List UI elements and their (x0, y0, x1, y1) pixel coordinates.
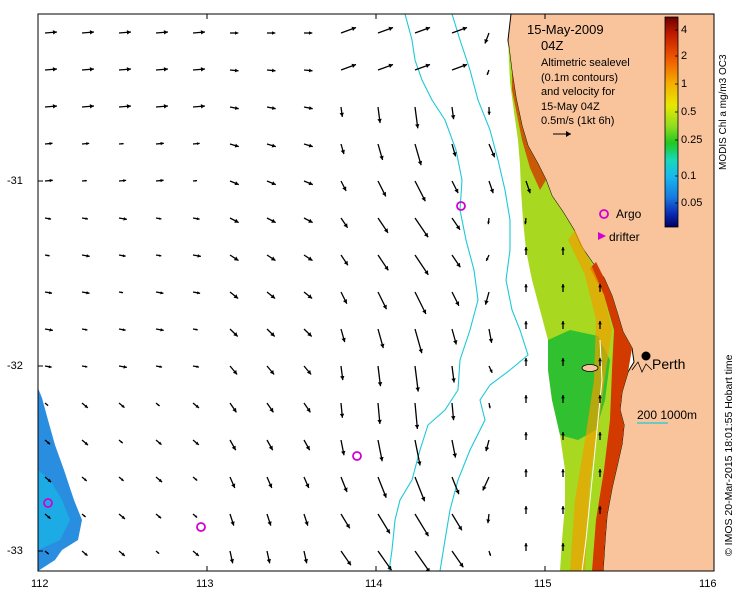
velocity-arrow-head (201, 104, 205, 108)
velocity-arrow-head (417, 461, 421, 465)
description-line-3: and velocity for (541, 85, 666, 100)
velocity-arrow-head (487, 112, 491, 115)
velocity-arrow-head (524, 543, 528, 546)
velocity-arrow-head (451, 416, 455, 420)
velocity-arrow-head (304, 559, 308, 563)
velocity-arrow-head (53, 30, 57, 34)
velocity-arrow-head (524, 284, 528, 287)
colorbar-label-0.5: 0.5 (681, 106, 696, 118)
velocity-arrow-head (161, 142, 164, 145)
argo-legend-label: Argo (616, 207, 641, 221)
velocity-arrow-head (272, 31, 275, 35)
velocity-arrow-head (524, 469, 528, 472)
velocity-arrow-head (235, 69, 239, 73)
colorbar-label-1: 1 (681, 78, 687, 90)
velocity-arrow-head (127, 30, 131, 34)
velocity-arrow-head (415, 425, 419, 429)
y-label-32: -32 (7, 360, 23, 372)
colorbar-label-0.25: 0.25 (681, 134, 702, 146)
velocity-arrow-head (487, 222, 490, 225)
velocity-arrow-head (524, 506, 528, 509)
description-line-2: (0.1m contours) (541, 71, 666, 86)
y-label-33: -33 (7, 545, 23, 557)
velocity-arrow-head (164, 67, 168, 71)
velocity-arrow-head (453, 453, 457, 457)
x-label-112: 112 (31, 578, 49, 590)
drifter-legend-label: drifter (609, 230, 640, 244)
velocity-arrow-head (53, 67, 57, 71)
velocity-arrow-head (90, 104, 94, 108)
x-label-113: 113 (196, 578, 214, 590)
description-line-4: 15-May 04Z (541, 100, 666, 115)
velocity-arrow-head (127, 104, 131, 108)
velocity-arrow-head (486, 519, 490, 523)
colorbar-label-0.05: 0.05 (681, 197, 702, 209)
velocity-arrow-head (524, 321, 528, 324)
x-label-115: 115 (534, 578, 552, 590)
velocity-arrow-head (230, 559, 234, 563)
perth-label: Perth (652, 356, 685, 372)
velocity-arrow-head (561, 469, 565, 472)
velocity-arrow-head (164, 30, 168, 34)
velocity-arrow-head (201, 30, 205, 34)
velocity-arrow-head (309, 31, 312, 35)
velocity-arrow-head (235, 31, 238, 35)
velocity-arrow-head (50, 179, 53, 182)
velocity-arrow-head (377, 420, 381, 424)
colorbar-label-4: 4 (681, 24, 687, 36)
map-date: 15-May-2009 (527, 22, 667, 38)
perth-marker (642, 352, 651, 361)
velocity-arrow-head (524, 358, 528, 361)
velocity-arrow-head (160, 179, 163, 182)
y-label-31: -31 (7, 175, 23, 187)
velocity-arrow-head (267, 559, 271, 563)
velocity-arrow-head (340, 414, 344, 418)
velocity-arrow-head (53, 104, 57, 108)
colorbar-label-0.1: 0.1 (681, 170, 696, 182)
velocity-arrow-head (90, 30, 94, 34)
colorbar (665, 17, 678, 227)
velocity-arrow-head (86, 142, 89, 145)
rottnest-island (582, 365, 598, 372)
velocity-arrow-head (123, 179, 126, 182)
velocity-arrow-head (164, 104, 168, 108)
argo-float-3 (197, 523, 205, 531)
velocity-arrow-head (201, 67, 205, 71)
velocity-arrow-head (561, 506, 565, 509)
colorbar-title: MODIS Chl a mg/m3 OC3 (718, 54, 729, 170)
velocity-arrow-head (127, 67, 131, 71)
argo-float-2 (353, 452, 361, 460)
description-line-5: 0.5m/s (1kt 6h) (541, 114, 666, 129)
colorbar-label-2: 2 (681, 50, 687, 62)
velocity-arrow-head (524, 432, 528, 435)
x-label-114: 114 (365, 578, 383, 590)
velocity-arrow-head (272, 69, 276, 73)
imos-credit: © IMOS 20-Mar-2015 18:01:55 Hobart time (723, 355, 735, 557)
bathymetry-1000m-contour (389, 14, 478, 571)
velocity-arrow-head (309, 69, 313, 73)
map-time: 04Z (541, 38, 563, 53)
description-line-1: Altimetric sealevel (541, 56, 666, 71)
contour-legend-label: 200 1000m (637, 408, 697, 422)
velocity-arrow-head (90, 67, 94, 71)
map-description: Altimetric sealevel (0.1m contours) and … (541, 56, 666, 129)
velocity-arrow-head (197, 142, 200, 145)
velocity-arrow-head (524, 395, 528, 398)
x-label-116: 116 (699, 578, 717, 590)
argo-markers (44, 202, 465, 531)
